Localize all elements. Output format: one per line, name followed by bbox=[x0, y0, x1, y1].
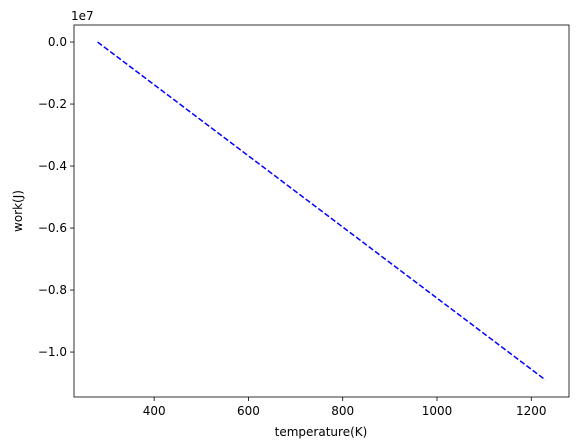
x-tick-label: 1000 bbox=[422, 404, 453, 418]
plot-area-frame bbox=[73, 24, 570, 398]
y-tick-label: −1.0 bbox=[38, 345, 67, 359]
y-axis: 0.0 −0.2 −0.4 −0.6 −0.8 −1.0 bbox=[38, 35, 74, 359]
y-tick-label: −0.2 bbox=[38, 97, 67, 111]
y-axis-label: work(J) bbox=[11, 190, 25, 232]
x-axis-label: temperature(K) bbox=[275, 425, 368, 439]
series-line bbox=[97, 41, 546, 381]
plot-layer bbox=[97, 41, 546, 381]
x-tick-label: 400 bbox=[143, 404, 166, 418]
y-tick-label: −0.6 bbox=[38, 221, 67, 235]
y-tick-label: −0.8 bbox=[38, 283, 67, 297]
y-tick-label: −0.4 bbox=[38, 159, 67, 173]
y-offset-label: 1e7 bbox=[71, 9, 94, 23]
x-tick-label: 600 bbox=[237, 404, 260, 418]
x-axis: 400 600 800 1000 1200 bbox=[143, 397, 547, 418]
x-tick-label: 1200 bbox=[516, 404, 547, 418]
y-tick-label: 0.0 bbox=[48, 35, 67, 49]
x-tick-label: 800 bbox=[331, 404, 354, 418]
